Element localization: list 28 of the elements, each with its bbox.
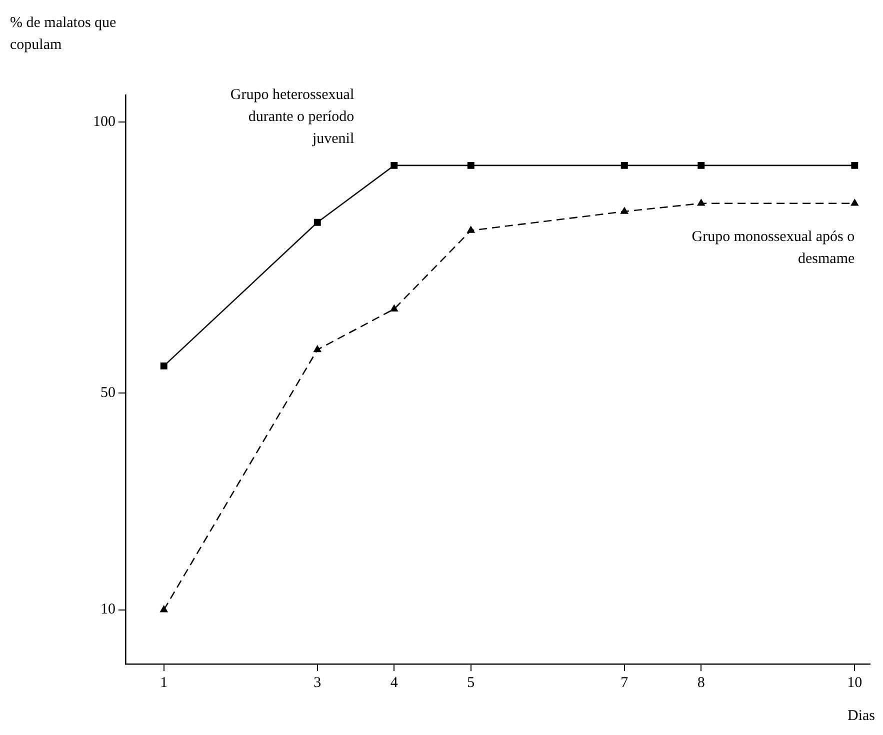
point (314, 218, 321, 226)
y-tick-label: 10 (100, 602, 116, 618)
x-tick-label: 8 (697, 674, 705, 691)
point (390, 162, 398, 169)
series-label: Grupo monossexual após o desmame (692, 228, 855, 267)
point (160, 362, 168, 370)
point (850, 199, 858, 206)
point (390, 304, 398, 312)
x-tick-label: 10 (847, 674, 862, 691)
point (620, 207, 628, 214)
x-tick-label: 1 (160, 674, 168, 691)
y-tick-label: 50 (100, 384, 116, 401)
point (467, 162, 474, 169)
y-tick-label: 100 (93, 114, 116, 130)
point (620, 162, 628, 169)
point (697, 199, 705, 206)
x-tick-label: 3 (314, 674, 322, 691)
point (467, 226, 475, 233)
x-axis-title: Dias (848, 708, 875, 725)
point (160, 606, 168, 612)
x-tick-label: 4 (390, 674, 398, 691)
y-axis-title: % de malatos que copulam (10, 14, 118, 55)
text: Grupo heterossexual durante o período juvenil (230, 86, 354, 147)
x-tick-label: 7 (620, 674, 629, 691)
point (851, 162, 858, 169)
point (698, 162, 705, 169)
x-tick-label: 5 (467, 674, 475, 691)
point (314, 346, 322, 352)
